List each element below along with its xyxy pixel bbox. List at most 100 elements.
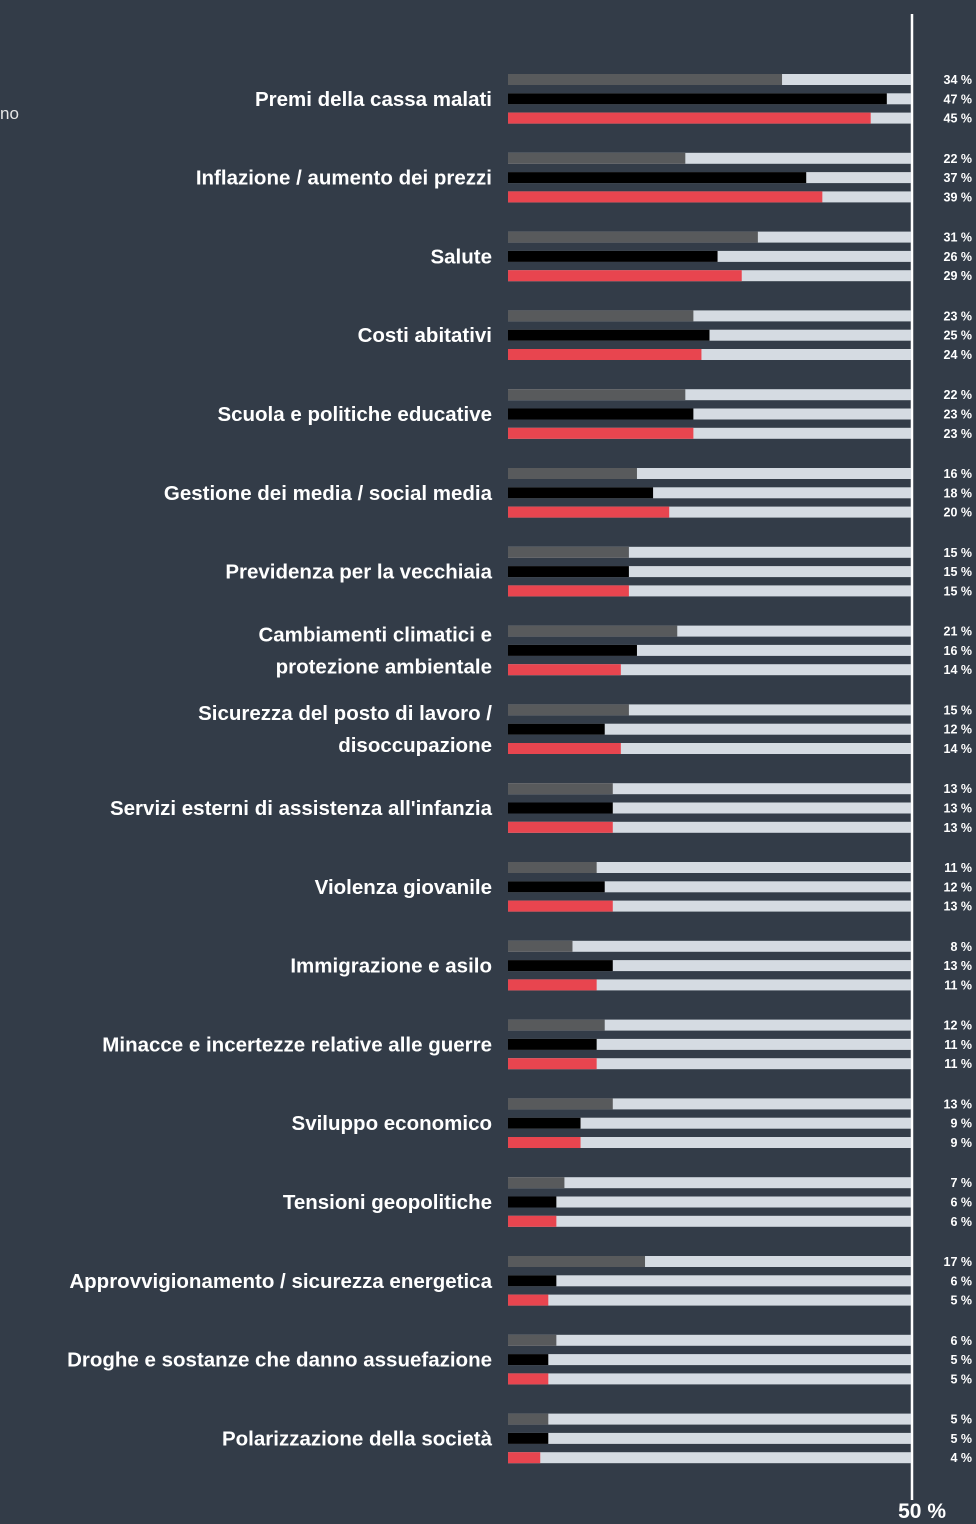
- value-label: 11 %: [944, 978, 972, 992]
- bar-group: Approvvigionamento / sicurezza energetic…: [69, 1255, 972, 1308]
- bar-track: [508, 1334, 911, 1346]
- value-label: 9 %: [950, 1136, 972, 1150]
- bar-track: [508, 408, 911, 420]
- value-label: 25 %: [944, 329, 973, 343]
- bar-group: Premi della cassa malati 34 % 47 % 45 %: [255, 73, 972, 126]
- bar-track: [508, 1177, 911, 1189]
- bar-group: Scuola e politiche educative 22 % 23 % 23 %: [217, 388, 972, 441]
- value-label: 22 %: [944, 152, 973, 166]
- bar: [508, 349, 702, 360]
- value-label: 34 %: [944, 73, 973, 87]
- bar: [508, 585, 629, 597]
- bar: [508, 1177, 565, 1189]
- bar: [508, 1098, 613, 1110]
- value-label: 45 %: [944, 112, 973, 126]
- bar: [508, 74, 783, 85]
- bar: [508, 1413, 549, 1425]
- bar: [508, 704, 629, 716]
- bar-group: Previdenza per la vecchiaia 15 % 15 % 15 %: [225, 546, 972, 599]
- bar-track: [508, 1098, 911, 1110]
- value-label: 7 %: [950, 1176, 972, 1190]
- bar-track: [508, 1354, 911, 1366]
- bar-group: Droghe e sostanze che danno assuefazione…: [67, 1334, 972, 1387]
- axis-max-label: 50 %: [898, 1500, 946, 1523]
- value-label: 31 %: [944, 231, 973, 245]
- bar: [508, 270, 742, 282]
- bar: [508, 1038, 597, 1050]
- value-label: 37 %: [944, 171, 973, 185]
- bar: [508, 881, 605, 893]
- category-label: Salute: [430, 245, 492, 268]
- bar: [508, 1058, 597, 1070]
- bar-track: [508, 821, 911, 833]
- bar-group: Sviluppo economico 13 % 9 % 9 %: [292, 1097, 972, 1150]
- bar: [508, 93, 887, 105]
- bar: [508, 250, 718, 262]
- bar-track: [508, 1452, 911, 1464]
- bar: [508, 783, 613, 795]
- bar: [508, 723, 605, 735]
- bar-track: [508, 1294, 911, 1306]
- bar-track: [508, 1019, 911, 1031]
- bar-track: [508, 644, 911, 656]
- bar-track: [508, 1137, 911, 1148]
- value-label: 4 %: [950, 1451, 972, 1465]
- bar: [508, 862, 597, 873]
- category-label: Costi abitativi: [358, 324, 492, 347]
- category-label: Servizi esterni di assistenza all'infanz…: [110, 797, 493, 820]
- bar: [508, 408, 694, 420]
- bar-group: Polarizzazione della società 5 % 5 % 4 %: [222, 1413, 972, 1466]
- category-label: Droghe e sostanze che danno assuefazione: [67, 1349, 492, 1372]
- bar: [508, 900, 613, 912]
- value-label: 12 %: [944, 1019, 973, 1033]
- bar: [508, 960, 613, 972]
- bar-track: [508, 625, 911, 637]
- bar-track: [508, 900, 911, 912]
- category-label: Violenza giovanile: [315, 876, 492, 899]
- bar-track: [508, 881, 911, 893]
- value-label: 9 %: [950, 1117, 972, 1131]
- value-label: 6 %: [950, 1196, 972, 1210]
- bar: [508, 329, 710, 341]
- bar-group: Violenza giovanile 11 % 12 % 13 %: [315, 861, 972, 914]
- value-label: 16 %: [944, 644, 973, 658]
- bar-track: [508, 1275, 911, 1287]
- value-label: 12 %: [944, 880, 973, 894]
- bar: [508, 743, 621, 754]
- value-label: 16 %: [944, 467, 973, 481]
- bar-group: Costi abitativi 23 % 25 % 24 %: [358, 309, 972, 362]
- bar: [508, 940, 573, 952]
- bar-track: [508, 389, 911, 401]
- bar: [508, 566, 629, 578]
- bar: [508, 1432, 549, 1444]
- bar-track: [508, 152, 911, 164]
- value-label: 13 %: [944, 900, 973, 914]
- bar: [508, 152, 686, 164]
- bar: [508, 1196, 557, 1208]
- value-label: 14 %: [944, 742, 973, 756]
- bar: [508, 506, 670, 518]
- bar: [508, 1334, 557, 1346]
- category-label: Previdenza per la vecchiaia: [225, 561, 492, 584]
- value-label: 13 %: [944, 1097, 973, 1111]
- value-label: 5 %: [950, 1413, 972, 1427]
- value-label: 20 %: [944, 506, 973, 520]
- value-label: 17 %: [944, 1255, 973, 1269]
- category-label: Tensioni geopolitiche: [283, 1191, 492, 1214]
- bar: [508, 1294, 549, 1306]
- bar-group: Immigrazione e asilo 8 % 13 % 11 %: [290, 940, 972, 993]
- bar-track: [508, 862, 911, 873]
- bar-track: [508, 487, 911, 499]
- bar: [508, 389, 686, 401]
- bar-track: [508, 585, 911, 597]
- bar: [508, 625, 678, 637]
- bar: [508, 1452, 541, 1464]
- bar-track: [508, 1038, 911, 1050]
- bar: [508, 664, 621, 676]
- bar-track: [508, 979, 911, 991]
- bar: [508, 1137, 581, 1148]
- bar: [508, 1117, 581, 1129]
- bar-track: [508, 783, 911, 795]
- bar: [508, 1215, 557, 1227]
- bar: [508, 979, 597, 991]
